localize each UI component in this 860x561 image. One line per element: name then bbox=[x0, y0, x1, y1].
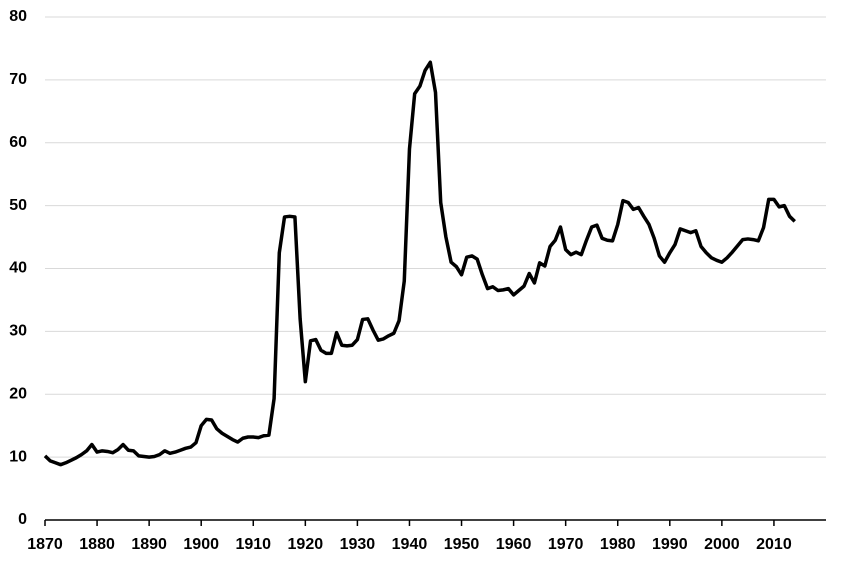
data-line bbox=[43, 60, 796, 467]
x-tick-label: 1950 bbox=[444, 536, 480, 553]
x-tick-label: 1980 bbox=[600, 536, 636, 553]
x-tick-label: 1960 bbox=[496, 536, 532, 553]
x-tick-label: 1930 bbox=[340, 536, 376, 553]
x-tick-label: 1910 bbox=[235, 536, 271, 553]
y-tick-label: 10 bbox=[9, 448, 27, 465]
x-tick-label: 1890 bbox=[131, 536, 167, 553]
y-tick-label: 30 bbox=[9, 323, 27, 340]
x-tick-label: 2000 bbox=[704, 536, 740, 553]
y-tick-label: 40 bbox=[9, 260, 27, 277]
y-tick-label: 60 bbox=[9, 134, 27, 151]
y-tick-label: 0 bbox=[18, 511, 27, 528]
x-tick-label: 1900 bbox=[183, 536, 219, 553]
x-tick-label: 2010 bbox=[756, 536, 792, 553]
x-tick-label: 1940 bbox=[392, 536, 428, 553]
y-tick-label: 50 bbox=[9, 197, 27, 214]
x-tick-label: 1970 bbox=[548, 536, 584, 553]
y-tick-label: 20 bbox=[9, 385, 27, 402]
y-tick-label: 70 bbox=[9, 71, 27, 88]
x-tick-label: 1920 bbox=[288, 536, 324, 553]
x-tick-label: 1990 bbox=[652, 536, 688, 553]
x-tick-label: 1870 bbox=[27, 536, 63, 553]
x-tick-label: 1880 bbox=[79, 536, 115, 553]
y-tick-label: 80 bbox=[9, 8, 27, 25]
